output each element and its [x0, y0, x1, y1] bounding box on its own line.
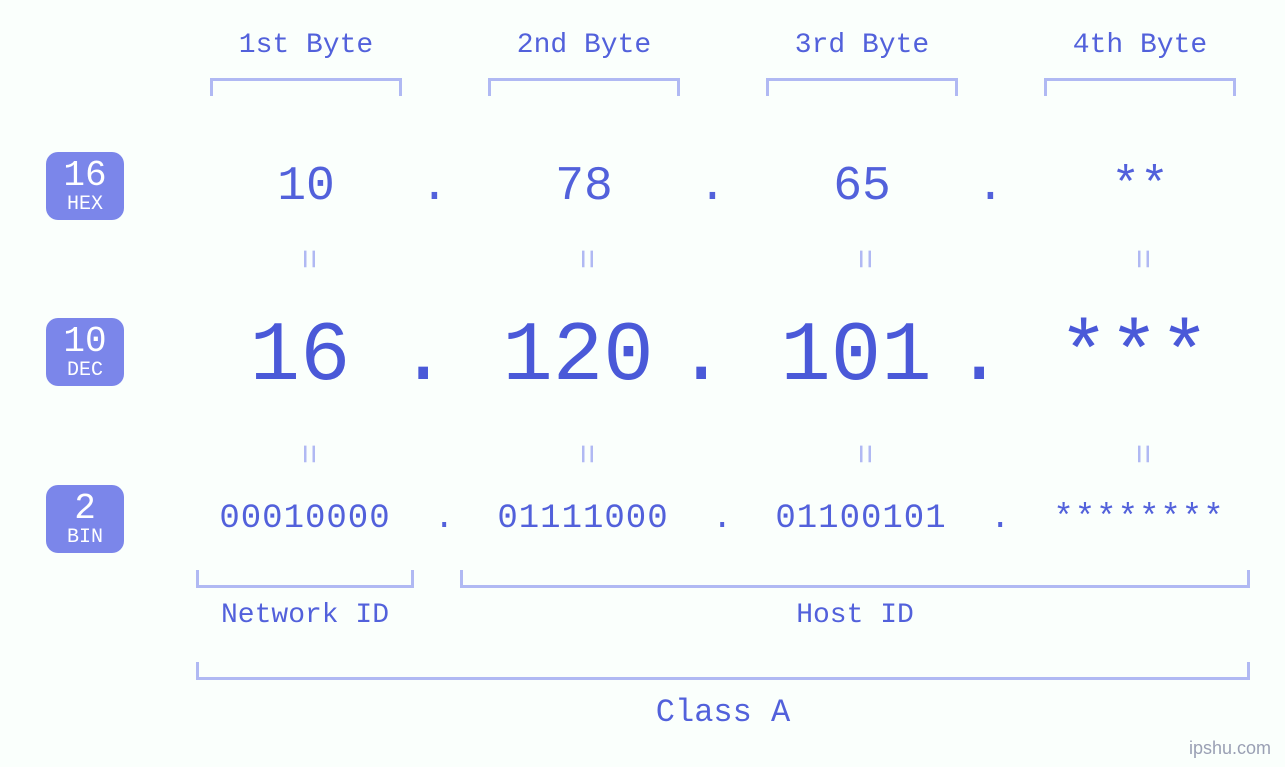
bracket-class	[196, 662, 1250, 680]
host-id-label: Host ID	[460, 600, 1250, 631]
ip-diagram: 1st Byte 2nd Byte 3rd Byte 4th Byte 16 H…	[0, 0, 1285, 767]
bin-byte-3: 01100101	[736, 500, 986, 538]
equals-icon: =	[287, 249, 325, 269]
badge-bin-num: 2	[46, 491, 124, 527]
badge-bin: 2 BIN	[46, 485, 124, 553]
equals-icon: =	[287, 444, 325, 464]
badge-bin-lbl: BIN	[46, 527, 124, 549]
watermark: ipshu.com	[1189, 738, 1271, 759]
hex-byte-3: 65	[756, 160, 968, 214]
bracket-host-id	[460, 570, 1250, 588]
bin-dot-1: .	[434, 500, 454, 538]
equals-icon: =	[1121, 444, 1159, 464]
badge-hex-lbl: HEX	[46, 194, 124, 216]
network-id-label: Network ID	[196, 600, 414, 631]
equals-icon: =	[565, 444, 603, 464]
badge-dec-num: 10	[46, 324, 124, 360]
hex-byte-2: 78	[478, 160, 690, 214]
badge-dec-lbl: DEC	[46, 360, 124, 382]
hex-dot-2: .	[698, 160, 727, 214]
byte-label-1: 1st Byte	[200, 30, 412, 61]
dec-dot-2: .	[676, 310, 726, 405]
equals-icon: =	[843, 249, 881, 269]
hex-byte-4: **	[1034, 160, 1246, 214]
bracket-top-4	[1044, 78, 1236, 96]
byte-label-3: 3rd Byte	[756, 30, 968, 61]
hex-dot-1: .	[420, 160, 449, 214]
dec-byte-3: 101	[736, 310, 976, 405]
dec-dot-1: .	[398, 310, 448, 405]
dec-dot-3: .	[954, 310, 1004, 405]
hex-byte-1: 10	[200, 160, 412, 214]
bracket-top-1	[210, 78, 402, 96]
bin-byte-1: 00010000	[180, 500, 430, 538]
badge-hex-num: 16	[46, 158, 124, 194]
bin-byte-4: ********	[1014, 500, 1264, 538]
badge-hex: 16 HEX	[46, 152, 124, 220]
badge-dec: 10 DEC	[46, 318, 124, 386]
dec-byte-1: 16	[180, 310, 420, 405]
bracket-top-2	[488, 78, 680, 96]
hex-dot-3: .	[976, 160, 1005, 214]
byte-label-4: 4th Byte	[1034, 30, 1246, 61]
bin-byte-2: 01111000	[458, 500, 708, 538]
equals-icon: =	[843, 444, 881, 464]
bracket-top-3	[766, 78, 958, 96]
class-label: Class A	[196, 694, 1250, 731]
byte-label-2: 2nd Byte	[478, 30, 690, 61]
dec-byte-2: 120	[458, 310, 698, 405]
equals-icon: =	[1121, 249, 1159, 269]
bin-dot-2: .	[712, 500, 732, 538]
bracket-network-id	[196, 570, 414, 588]
bin-dot-3: .	[990, 500, 1010, 538]
dec-byte-4: ***	[1014, 310, 1254, 405]
equals-icon: =	[565, 249, 603, 269]
